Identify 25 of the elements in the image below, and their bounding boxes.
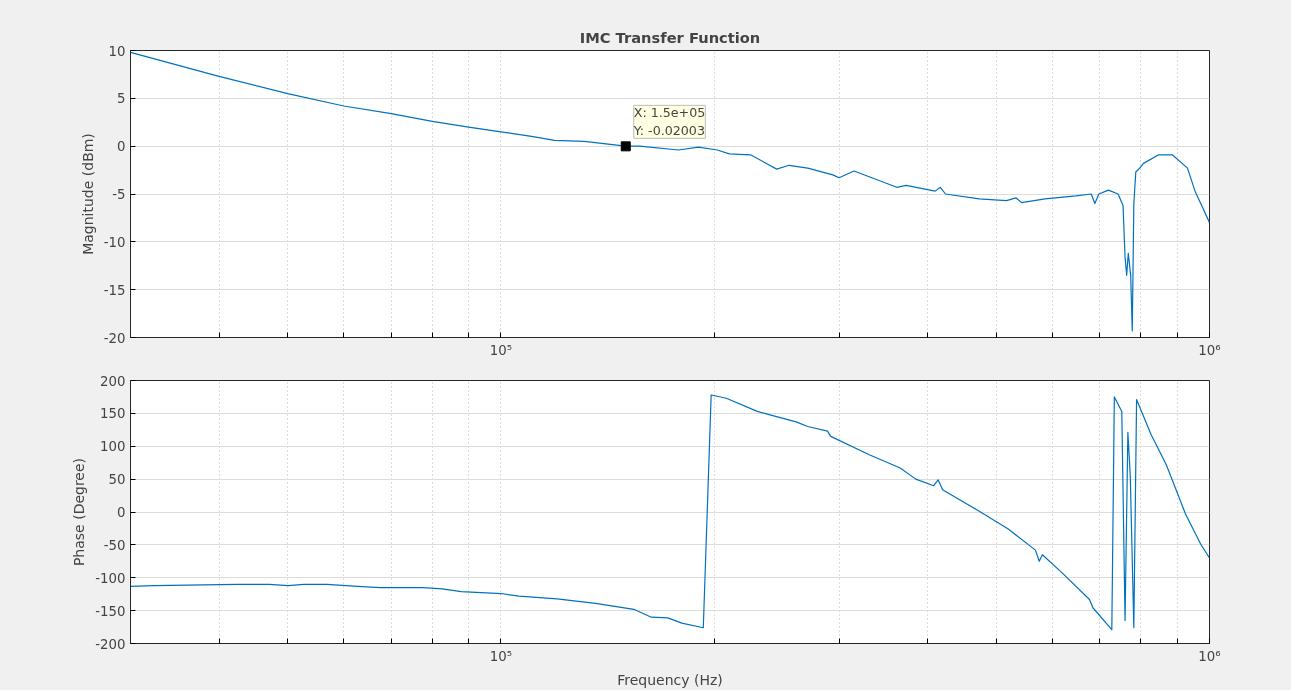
y-tick-label: -150 bbox=[95, 603, 126, 619]
y-tick-label: 0 bbox=[117, 505, 126, 520]
y-tick-label: -5 bbox=[112, 187, 126, 202]
y-tick-label: -50 bbox=[103, 537, 126, 553]
y-tick-label: -100 bbox=[95, 570, 126, 586]
x-tick-label: 10⁵ bbox=[489, 342, 513, 358]
y-tick-label: -10 bbox=[103, 234, 126, 250]
y-tick-label: 200 bbox=[100, 373, 126, 389]
y-tick-label: 10 bbox=[108, 43, 126, 59]
y-tick-label: 100 bbox=[100, 439, 126, 455]
x-tick-label: 10⁶ bbox=[1198, 648, 1221, 664]
y-tick-label: 150 bbox=[100, 406, 126, 422]
x-axis-title: Frequency (Hz) bbox=[617, 671, 723, 688]
y-tick-label: 50 bbox=[108, 472, 126, 488]
y-axis-title: Magnitude (dBm) bbox=[79, 133, 96, 255]
annotation: X: 1.5e+05 Y: -0.02003 bbox=[632, 105, 706, 139]
y-tick-label: 5 bbox=[117, 91, 126, 107]
y-tick-label: -200 bbox=[95, 636, 126, 652]
y-tick-label: 0 bbox=[117, 139, 126, 155]
chart-title: IMC Transfer Function bbox=[579, 28, 761, 46]
x-tick-label: 10⁵ bbox=[489, 648, 513, 664]
y-axis-title: Phase (Degree) bbox=[71, 457, 88, 567]
x-tick-label: 10⁶ bbox=[1198, 342, 1221, 358]
y-tick-label: -20 bbox=[103, 330, 126, 346]
y-tick-label: -15 bbox=[103, 282, 126, 298]
